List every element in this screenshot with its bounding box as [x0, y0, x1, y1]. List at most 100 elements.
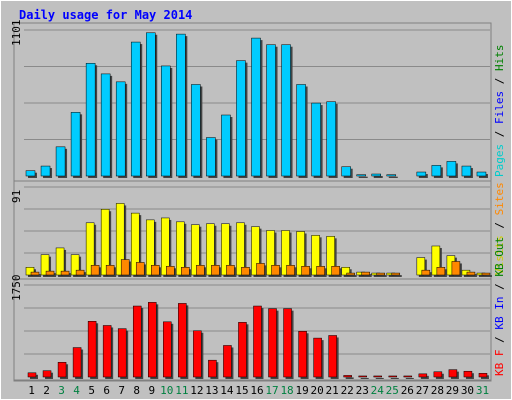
- bar-kb-f: [253, 305, 262, 378]
- bar-visits: [416, 257, 426, 276]
- bar-visits: [431, 245, 441, 276]
- bar-sites: [271, 265, 280, 276]
- bar-kb-f: [178, 303, 187, 378]
- bar-hits: [281, 44, 291, 177]
- x-tick-label: 7: [118, 384, 125, 397]
- bar-hits: [266, 44, 276, 177]
- bar-shadow: [360, 377, 369, 379]
- bar-visits: [130, 212, 140, 276]
- legend-entry: Files: [493, 91, 506, 124]
- x-tick-label: 5: [88, 384, 95, 397]
- bar-visits: [326, 236, 335, 276]
- bar-sites: [256, 263, 265, 276]
- x-tick-label: 19: [295, 384, 308, 397]
- bar-sites: [90, 265, 100, 276]
- bar-sites: [376, 272, 385, 276]
- x-tick-label: 8: [133, 384, 140, 397]
- bar-sites: [286, 265, 295, 276]
- bar-sites: [301, 266, 310, 276]
- legend-entry: Sites: [493, 182, 506, 215]
- bar-hits: [296, 84, 306, 177]
- bar-kb-f: [373, 375, 382, 378]
- bar-kb-f: [117, 328, 127, 378]
- bar-hits: [176, 33, 186, 177]
- bar-shadow: [390, 377, 399, 379]
- bar-sites: [316, 266, 325, 276]
- legend-entry: /: [493, 124, 506, 144]
- bar-kb-f: [268, 308, 277, 378]
- x-tick-label: 28: [431, 384, 444, 397]
- bar-kb-f: [163, 321, 172, 378]
- bar-shadow: [378, 275, 387, 277]
- bar-kb-f: [238, 322, 247, 378]
- x-tick-label: 31: [476, 384, 489, 397]
- bar-hits: [100, 73, 111, 177]
- bar-visits: [311, 235, 320, 276]
- bar-shadow: [405, 377, 414, 379]
- x-tick-label: 9: [148, 384, 155, 397]
- bar-shadow: [33, 274, 41, 277]
- bar-shadow: [478, 275, 487, 277]
- bar-sites: [421, 269, 431, 276]
- x-tick-label: 12: [190, 384, 203, 397]
- bar-visits: [100, 208, 110, 276]
- bar-sites: [45, 270, 55, 276]
- x-tick-label: 24: [371, 384, 385, 397]
- bar-sites: [120, 259, 130, 276]
- x-tick-label: 10: [160, 384, 173, 397]
- legend-entry: Pages: [493, 144, 506, 177]
- bar-shadow: [388, 176, 398, 178]
- bar-visits: [221, 223, 230, 276]
- x-tick-label: 13: [205, 384, 218, 397]
- x-tick-label: 15: [235, 384, 248, 397]
- bar-hits: [206, 137, 216, 177]
- bar-hits: [341, 166, 351, 177]
- bar-hits: [146, 32, 156, 177]
- bar-kb-f: [223, 345, 232, 378]
- legend-entry: /: [493, 277, 506, 297]
- bar-sites: [105, 265, 115, 276]
- bar-kb-f: [478, 373, 488, 378]
- bar-visits: [40, 254, 50, 276]
- x-tick-label: 4: [73, 384, 80, 397]
- x-tick-label: 16: [250, 384, 263, 397]
- legend: Visits / Sites: [493, 182, 506, 275]
- bar-hits: [251, 37, 261, 177]
- legend-entry: Visits: [493, 235, 506, 275]
- bar-sites: [60, 270, 70, 276]
- bar-visits: [341, 267, 350, 276]
- x-tick-label: 26: [401, 384, 414, 397]
- bar-visits: [206, 223, 215, 276]
- bar-kb-f: [313, 337, 322, 378]
- bar-shadow: [420, 375, 429, 379]
- bar-hits: [356, 174, 366, 177]
- bar-kb-f: [358, 375, 367, 378]
- bar-visits: [296, 231, 305, 276]
- bar-sites: [331, 266, 340, 276]
- bar-hits: [446, 161, 457, 177]
- bar-shadow: [373, 176, 383, 178]
- x-tick-label: 30: [461, 384, 474, 397]
- bar-sites: [181, 267, 190, 276]
- x-tick-label: 18: [280, 384, 293, 397]
- bar-hits: [416, 171, 427, 177]
- bar-kb-f: [463, 370, 473, 378]
- bar-shadow: [393, 275, 402, 277]
- x-tick-label: 3: [58, 384, 65, 397]
- bar-kb-f: [72, 347, 82, 378]
- bar-hits: [25, 170, 36, 177]
- legend-entry: /: [493, 330, 506, 350]
- legend-entry: KB Out: [493, 237, 506, 277]
- bar-visits: [236, 222, 245, 276]
- bar-kb-f: [343, 375, 352, 378]
- x-tick-label: 22: [341, 384, 354, 397]
- y-max-label: 1750: [10, 275, 23, 302]
- bar-hits: [85, 63, 96, 177]
- bar-hits: [55, 146, 66, 177]
- bar-visits: [25, 267, 35, 276]
- bar-hits: [130, 41, 141, 177]
- legend: KB F / KB In / KB Out: [493, 237, 506, 376]
- bar-shadow: [388, 275, 397, 277]
- bar-visits: [55, 247, 65, 276]
- bar-sites: [451, 261, 461, 276]
